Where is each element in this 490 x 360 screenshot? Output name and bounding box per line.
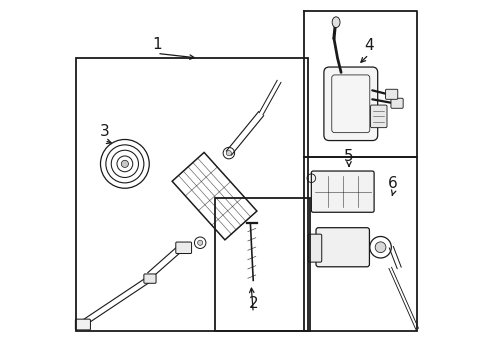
FancyBboxPatch shape bbox=[176, 242, 192, 253]
Ellipse shape bbox=[332, 17, 340, 28]
Bar bbox=[304, 157, 417, 330]
FancyBboxPatch shape bbox=[316, 228, 369, 267]
Text: 6: 6 bbox=[388, 176, 398, 191]
Circle shape bbox=[375, 242, 386, 253]
FancyBboxPatch shape bbox=[144, 274, 156, 283]
Bar bbox=[215, 198, 310, 330]
FancyBboxPatch shape bbox=[308, 234, 322, 262]
Text: 4: 4 bbox=[364, 38, 373, 53]
Circle shape bbox=[122, 160, 128, 167]
FancyBboxPatch shape bbox=[370, 105, 387, 128]
Bar bbox=[76, 58, 308, 330]
FancyBboxPatch shape bbox=[386, 89, 398, 99]
FancyBboxPatch shape bbox=[311, 171, 374, 212]
Text: 1: 1 bbox=[152, 37, 162, 52]
FancyBboxPatch shape bbox=[75, 319, 91, 330]
Circle shape bbox=[226, 150, 231, 156]
Text: 2: 2 bbox=[248, 296, 258, 311]
FancyBboxPatch shape bbox=[324, 67, 378, 140]
FancyBboxPatch shape bbox=[391, 98, 403, 108]
Circle shape bbox=[197, 240, 203, 245]
Text: 5: 5 bbox=[344, 149, 354, 164]
Text: 3: 3 bbox=[99, 124, 109, 139]
